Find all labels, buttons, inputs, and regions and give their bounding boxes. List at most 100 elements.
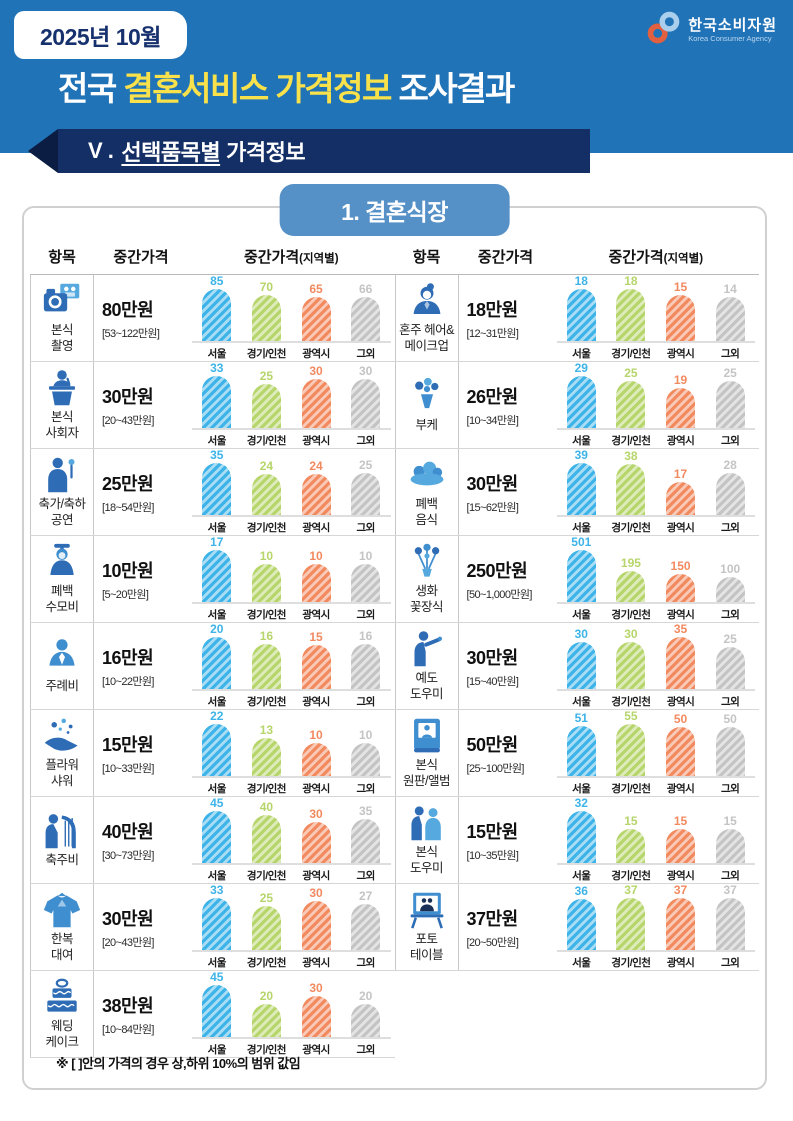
bar-광역시 [666, 574, 696, 602]
bar-value: 24 [309, 459, 323, 473]
median-price: 30만원 [466, 647, 519, 668]
bar-slot: 35 [192, 448, 242, 515]
bar-value: 30 [309, 807, 323, 821]
item-label: 본식 원판/앨범 [403, 757, 450, 788]
bar-slot: 25 [242, 891, 292, 950]
region-label: 그외 [721, 696, 740, 708]
region-label: 그외 [721, 348, 740, 360]
table-header-row: 항목 중간가격 중간가격(지역별) [394, 238, 759, 275]
bar-labels-row: 서울 경기/인천 광역시 그외 [557, 604, 756, 622]
price-panel: 1. 결혼식장 항목 중간가격 중간가격(지역별) 본식 촬영 80만원 [53~12… [22, 184, 767, 1090]
bar-slot: 10 [291, 549, 341, 602]
bar-value: 18 [624, 274, 638, 288]
bar-slot: 29 [557, 361, 607, 428]
bar-slot: 10 [341, 728, 391, 776]
bar-slot: 16 [341, 629, 391, 689]
bars-row: 51 55 50 50 [556, 709, 755, 778]
bar-value: 16 [359, 629, 373, 643]
bar-slot: 19 [656, 373, 706, 428]
cake-icon [41, 978, 83, 1016]
item-label: 폐백 음식 [415, 496, 438, 527]
hair-makeup-icon [406, 282, 448, 320]
bar-slot: 30 [557, 627, 607, 689]
bars-row: 501 195 150 100 [556, 535, 755, 604]
price-range: [10~35만원] [466, 849, 519, 862]
regional-bar-chart: 45 40 30 35 서울 경기/인천 광역시 그외 [188, 796, 395, 883]
region-label: 서울 [207, 435, 227, 447]
bar-slot: 30 [291, 981, 341, 1037]
bar-그외 [351, 297, 381, 341]
region-label: 경기/인천 [246, 696, 287, 708]
bar-labels-row: 서울 경기/인천 광역시 그외 [557, 865, 756, 883]
bar-경기/인천 [616, 642, 646, 689]
median-price: 30만원 [102, 386, 154, 407]
section-number: V . [88, 138, 114, 163]
region-label: 광역시 [666, 783, 695, 795]
agency-logo: 한국소비자원 Korea Consumer Agency [646, 10, 777, 51]
bar-그외 [715, 829, 745, 863]
bar-slot: 18 [557, 274, 607, 341]
region-label: 광역시 [666, 957, 695, 969]
bar-slot: 55 [606, 709, 656, 776]
bar-value: 70 [259, 280, 274, 294]
item-label: 폐백 수모비 [45, 583, 79, 614]
bars-row: 20 16 15 16 [192, 622, 391, 691]
bars-row: 29 25 19 25 [556, 361, 755, 430]
bar-경기/인천 [616, 571, 646, 602]
price-cell: 18만원 [12~31만원] [459, 275, 553, 361]
bar-서울 [202, 550, 232, 602]
region-label: 경기/인천 [246, 435, 287, 447]
price-cell: 10만원 [5~20만원] [94, 536, 188, 622]
price-cell: 80만원 [53~122만원] [94, 275, 188, 361]
page-title: 전국 결혼서비스 가격정보 조사결과 [58, 70, 515, 107]
bar-value: 22 [210, 709, 224, 723]
bar-slot: 15 [606, 814, 656, 863]
bar-value: 29 [574, 361, 588, 375]
price-cell: 15만원 [10~35만원] [459, 797, 553, 883]
bar-그외 [351, 644, 381, 689]
region-label: 그외 [721, 957, 740, 969]
item-label: 예도 도우미 [409, 670, 444, 701]
bar-value: 10 [259, 549, 274, 563]
bar-value: 20 [259, 989, 274, 1003]
bar-value: 19 [673, 373, 688, 387]
bar-value: 28 [723, 458, 737, 472]
bar-slot: 100 [705, 562, 755, 602]
bar-slot: 20 [341, 989, 391, 1037]
median-price: 250만원 [466, 560, 528, 581]
region-label: 그외 [356, 609, 376, 621]
bar-labels-row: 서울 경기/인천 광역시 그외 [557, 691, 756, 709]
price-range: [10~34만원] [466, 414, 519, 427]
bar-value: 45 [210, 796, 224, 810]
bars-row: 36 37 37 37 [556, 883, 755, 952]
price-tables: 항목 중간가격 중간가격(지역별) 본식 촬영 80만원 [53~122만원] 85 70… [24, 208, 765, 1058]
region-label: 광역시 [302, 435, 330, 447]
price-cell: 50만원 [25~100만원] [459, 710, 553, 796]
bar-slot: 30 [291, 364, 341, 428]
bar-value: 18 [574, 274, 588, 288]
bar-value: 30 [359, 364, 373, 378]
bar-경기/인천 [616, 289, 646, 341]
median-price: 50만원 [466, 734, 519, 755]
region-label: 서울 [572, 435, 591, 447]
median-price: 37만원 [466, 908, 519, 929]
median-price: 16만원 [102, 647, 154, 668]
bar-slot: 30 [291, 807, 341, 863]
bar-slot: 17 [192, 535, 242, 602]
table-row: 혼주 헤어& 메이크업 18만원 [12~31만원] 18 18 15 14 서울 경기/인천 광역… [394, 274, 759, 362]
bar-slot: 45 [192, 970, 242, 1037]
bar-value: 39 [574, 448, 588, 462]
table-row: 한복 대여 30만원 [20~43만원] 33 25 30 27 서울 경기/인천 광역시 그외 [30, 883, 395, 971]
bar-slot: 37 [656, 883, 706, 950]
region-label: 광역시 [302, 783, 330, 795]
bar-그외 [715, 473, 745, 515]
bars-row: 85 70 65 66 [192, 274, 391, 343]
section-title-underlined: 선택품목별 [121, 140, 221, 165]
bar-slot: 45 [192, 796, 242, 863]
price-range: [20~50만원] [466, 936, 519, 949]
bar-광역시 [301, 379, 331, 428]
emcee-icon [41, 369, 83, 407]
regional-bar-chart: 35 24 24 25 서울 경기/인천 광역시 그외 [188, 448, 395, 535]
bar-value: 65 [309, 282, 323, 296]
bar-slot: 30 [291, 886, 341, 950]
